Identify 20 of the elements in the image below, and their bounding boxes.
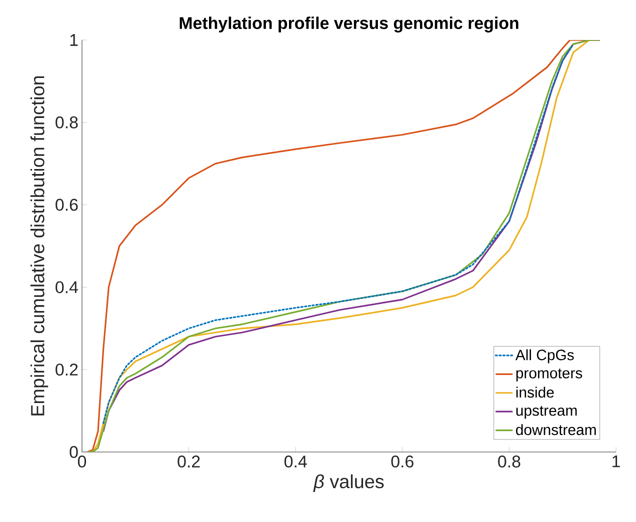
y-tick-label: 0.2: [56, 364, 78, 376]
legend-label: upstream: [516, 406, 577, 419]
x-tick-label: 0: [78, 456, 86, 468]
x-tick-label: 0.4: [284, 456, 307, 468]
y-tick-label: 0.4: [56, 281, 78, 294]
y-tick-label: 1: [70, 34, 78, 46]
y-tick-label: 0: [70, 446, 78, 458]
legend-label: downstream: [516, 424, 596, 436]
legend-label: All CpGs: [515, 349, 574, 364]
legend-label: inside: [516, 386, 554, 398]
x-tick-label: 0.6: [391, 456, 414, 468]
chart-title: Methylation profile versus genomic region: [180, 16, 518, 33]
x-tick-label: 1: [612, 456, 620, 468]
y-tick-label: 0.8: [56, 116, 78, 128]
y-tick-label: 0.6: [56, 198, 78, 211]
x-tick-label: 0.8: [498, 456, 520, 468]
y-axis-title: Empirical cumulative distribution function: [30, 76, 48, 416]
x-tick-label: 0.2: [178, 456, 200, 468]
x-axis-title: β values: [313, 474, 384, 492]
legend-label: promoters: [516, 368, 582, 382]
